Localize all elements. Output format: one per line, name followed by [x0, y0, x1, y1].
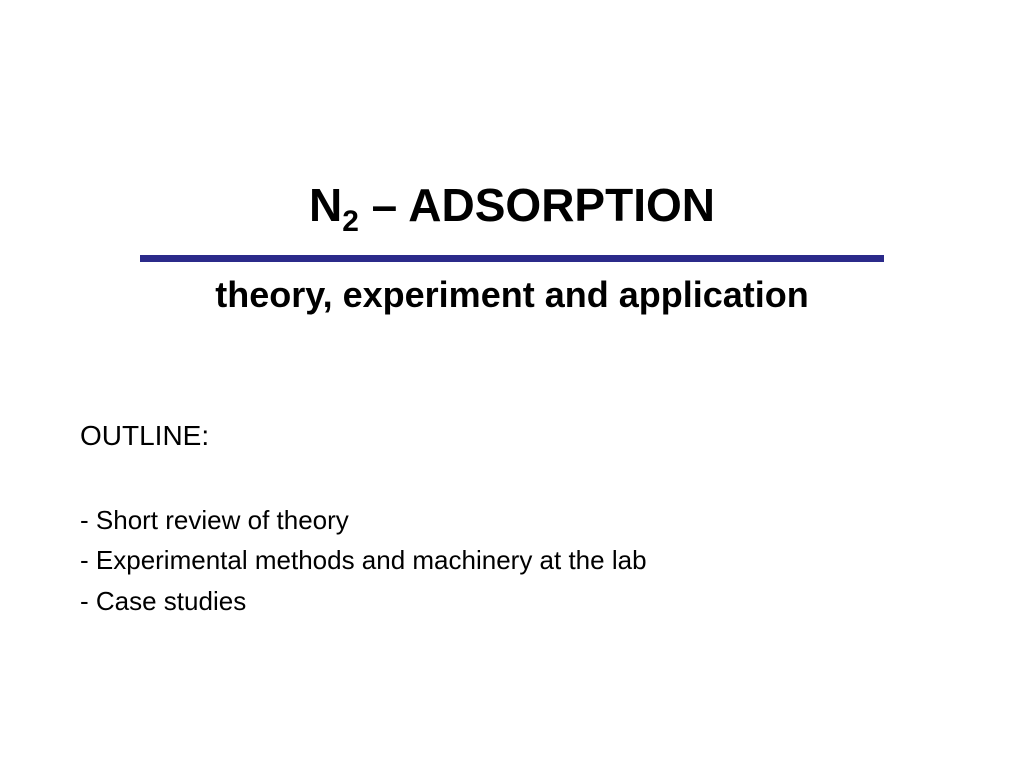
outline-list: Short review of theory Experimental meth… — [80, 500, 944, 621]
title-block: N2 – ADSORPTION theory, experiment and a… — [140, 180, 884, 316]
outline-item: Short review of theory — [80, 500, 944, 540]
outline-heading: OUTLINE: — [80, 420, 944, 452]
main-title: N2 – ADSORPTION — [140, 180, 884, 239]
title-subscript: 2 — [342, 205, 359, 238]
outline-item: Case studies — [80, 581, 944, 621]
outline-block: OUTLINE: Short review of theory Experime… — [80, 420, 944, 621]
outline-item: Experimental methods and machinery at th… — [80, 540, 944, 580]
title-suffix: – ADSORPTION — [359, 179, 715, 231]
title-prefix: N — [309, 179, 342, 231]
title-divider — [140, 255, 884, 262]
subtitle: theory, experiment and application — [140, 274, 884, 316]
slide: N2 – ADSORPTION theory, experiment and a… — [0, 0, 1024, 768]
